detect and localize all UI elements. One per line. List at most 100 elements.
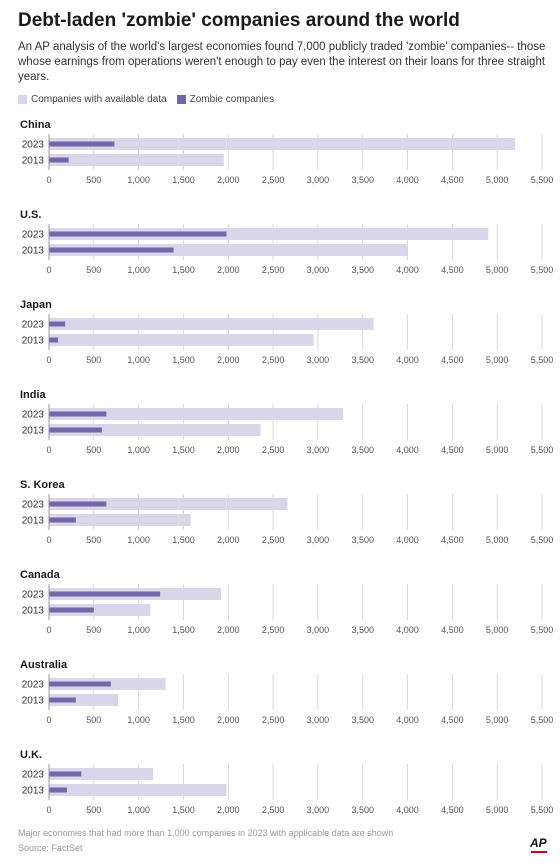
tick-label: 4,500 [441, 355, 464, 365]
tick-label: 2,500 [262, 805, 285, 815]
tick-label: 2,500 [262, 355, 285, 365]
year-label: 2023 [22, 230, 45, 241]
year-label: 2023 [22, 140, 45, 151]
bar-available-india-2013 [49, 424, 261, 436]
year-label: 2013 [22, 426, 45, 437]
tick-label: 5,500 [531, 175, 554, 185]
bar-zombie-japan-2013 [49, 337, 58, 343]
legend-swatch-available [18, 95, 27, 104]
tick-label: 2,000 [217, 445, 240, 455]
tick-label: 3,000 [307, 265, 330, 275]
year-label: 2013 [22, 336, 45, 347]
chart-subtitle: An AP analysis of the world's largest ec… [18, 41, 546, 83]
panel-title-canada: Canada [20, 569, 61, 581]
year-label: 2023 [22, 680, 45, 691]
tick-label: 5,500 [531, 805, 554, 815]
legend: Companies with available data Zombie com… [18, 94, 284, 105]
year-label: 2013 [22, 786, 45, 797]
tick-label: 4,000 [396, 715, 419, 725]
bar-zombie-u-s-2023 [49, 231, 227, 237]
legend-item-available: Companies with available data [18, 94, 167, 105]
tick-label: 2,000 [217, 805, 240, 815]
ap-logo: AP [530, 836, 547, 853]
tick-label: 4,500 [441, 715, 464, 725]
tick-label: 2,500 [262, 625, 285, 635]
tick-label: 3,000 [307, 805, 330, 815]
tick-label: 5,000 [486, 445, 509, 455]
bar-available-china-2013 [49, 154, 224, 166]
tick-label: 0 [46, 715, 51, 725]
tick-label: 2,000 [217, 535, 240, 545]
bar-available-u-k-2023 [49, 768, 153, 780]
tick-label: 5,500 [531, 355, 554, 365]
panel-title-india: India [20, 389, 47, 401]
bar-zombie-china-2013 [49, 157, 69, 163]
bar-zombie-china-2023 [49, 141, 115, 147]
tick-label: 0 [46, 355, 51, 365]
ap-logo-text: AP [530, 836, 547, 850]
bar-available-s-korea-2013 [49, 514, 191, 526]
year-label: 2013 [22, 696, 45, 707]
tick-label: 1,000 [127, 265, 150, 275]
tick-label: 2,000 [217, 625, 240, 635]
tick-label: 0 [46, 535, 51, 545]
panel-title-u-k: U.K. [20, 749, 42, 761]
tick-label: 5,500 [531, 535, 554, 545]
tick-label: 1,500 [172, 715, 195, 725]
tick-label: 1,500 [172, 265, 195, 275]
tick-label: 4,500 [441, 175, 464, 185]
tick-label: 0 [46, 625, 51, 635]
year-label: 2013 [22, 606, 45, 617]
tick-label: 1,500 [172, 355, 195, 365]
bar-zombie-s-korea-2023 [49, 501, 107, 507]
tick-label: 500 [86, 445, 101, 455]
legend-item-zombie: Zombie companies [176, 94, 274, 105]
tick-label: 4,500 [441, 265, 464, 275]
year-label: 2023 [22, 590, 45, 601]
tick-label: 2,500 [262, 175, 285, 185]
bar-available-u-k-2013 [49, 784, 227, 796]
tick-label: 5,500 [531, 715, 554, 725]
tick-label: 4,000 [396, 535, 419, 545]
tick-label: 4,000 [396, 445, 419, 455]
tick-label: 1,500 [172, 805, 195, 815]
tick-label: 1,000 [127, 625, 150, 635]
tick-label: 2,500 [262, 265, 285, 275]
source-note: Source: FactSet [18, 843, 83, 853]
tick-label: 1,000 [127, 175, 150, 185]
panel-title-china: China [20, 119, 51, 131]
tick-label: 500 [86, 265, 101, 275]
tick-label: 0 [46, 175, 51, 185]
tick-label: 1,000 [127, 535, 150, 545]
panel-title-australia: Australia [20, 659, 68, 671]
tick-label: 4,000 [396, 265, 419, 275]
tick-label: 0 [46, 445, 51, 455]
bar-zombie-u-s-2013 [49, 247, 174, 253]
tick-label: 4,000 [396, 175, 419, 185]
tick-label: 500 [86, 175, 101, 185]
tick-label: 5,500 [531, 445, 554, 455]
tick-label: 1,000 [127, 715, 150, 725]
tick-label: 3,500 [351, 715, 374, 725]
tick-label: 1,500 [172, 445, 195, 455]
tick-label: 4,500 [441, 625, 464, 635]
tick-label: 3,500 [351, 265, 374, 275]
panel-title-s-korea: S. Korea [20, 479, 66, 491]
chart-title: Debt-laden 'zombie' companies around the… [18, 10, 460, 31]
year-label: 2013 [22, 156, 45, 167]
tick-label: 4,000 [396, 355, 419, 365]
tick-label: 2,500 [262, 445, 285, 455]
bar-zombie-india-2023 [49, 411, 107, 417]
tick-label: 1,000 [127, 445, 150, 455]
tick-label: 1,500 [172, 175, 195, 185]
tick-label: 5,000 [486, 805, 509, 815]
year-label: 2013 [22, 246, 45, 257]
bar-available-japan-2013 [49, 334, 314, 346]
tick-label: 5,500 [531, 265, 554, 275]
tick-label: 4,500 [441, 535, 464, 545]
tick-label: 2,000 [217, 265, 240, 275]
tick-label: 2,000 [217, 175, 240, 185]
tick-label: 4,000 [396, 625, 419, 635]
tick-label: 3,000 [307, 445, 330, 455]
